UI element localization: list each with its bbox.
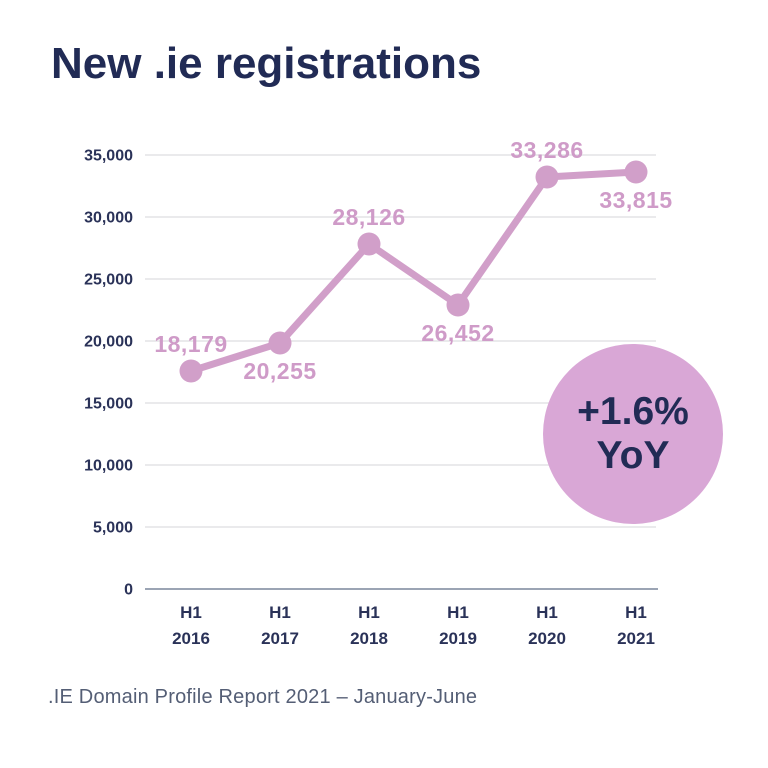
x-tick-label-period: H1 <box>358 603 380 622</box>
data-label: 26,452 <box>421 320 494 346</box>
y-tick-label: 35,000 <box>84 148 133 165</box>
x-tick-label-period: H1 <box>269 603 291 622</box>
y-tick-label: 0 <box>124 582 133 599</box>
page-title: New .ie registrations <box>51 39 482 88</box>
y-tick-label: 5,000 <box>93 520 133 537</box>
badge-value: +1.6% <box>577 389 689 433</box>
x-tick-label-period: H1 <box>536 603 558 622</box>
x-tick-label-period: H1 <box>625 603 647 622</box>
data-label: 20,255 <box>243 358 316 384</box>
x-tick-label-year: 2016 <box>172 629 210 648</box>
data-point <box>535 165 559 189</box>
x-tick-label-year: 2018 <box>350 629 388 648</box>
yoy-badge: +1.6% YoY <box>543 344 723 524</box>
y-tick-label: 30,000 <box>84 210 133 227</box>
x-tick-label-year: 2019 <box>439 629 477 648</box>
x-tick-label-period: H1 <box>447 603 469 622</box>
x-tick-label-year: 2020 <box>528 629 566 648</box>
y-tick-label: 25,000 <box>84 272 133 289</box>
y-tick-label: 15,000 <box>84 396 133 413</box>
data-point <box>624 160 648 184</box>
x-tick-label-year: 2021 <box>617 629 655 648</box>
data-label: 28,126 <box>332 204 405 230</box>
x-tick-label-period: H1 <box>180 603 202 622</box>
source-caption: .IE Domain Profile Report 2021 – January… <box>48 686 478 708</box>
badge-label: YoY <box>596 434 670 477</box>
y-tick-label: 20,000 <box>84 334 133 351</box>
data-label: 18,179 <box>154 331 227 357</box>
data-point <box>357 232 381 256</box>
x-tick-label-year: 2017 <box>261 629 299 648</box>
y-tick-label: 10,000 <box>84 458 133 475</box>
data-point <box>268 331 292 355</box>
data-line <box>187 168 640 375</box>
data-point <box>446 293 470 317</box>
data-label: 33,815 <box>599 187 672 213</box>
data-label: 33,286 <box>510 137 583 163</box>
data-point <box>179 359 203 383</box>
